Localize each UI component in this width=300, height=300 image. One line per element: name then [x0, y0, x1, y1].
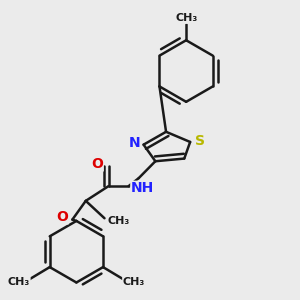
Text: O: O [56, 210, 68, 224]
Text: N: N [129, 136, 141, 150]
Text: S: S [195, 134, 205, 148]
Text: O: O [91, 157, 103, 171]
Text: CH₃: CH₃ [175, 13, 197, 23]
Text: CH₃: CH₃ [8, 278, 30, 287]
Text: NH: NH [131, 181, 154, 195]
Text: CH₃: CH₃ [123, 278, 145, 287]
Text: CH₃: CH₃ [107, 216, 130, 226]
